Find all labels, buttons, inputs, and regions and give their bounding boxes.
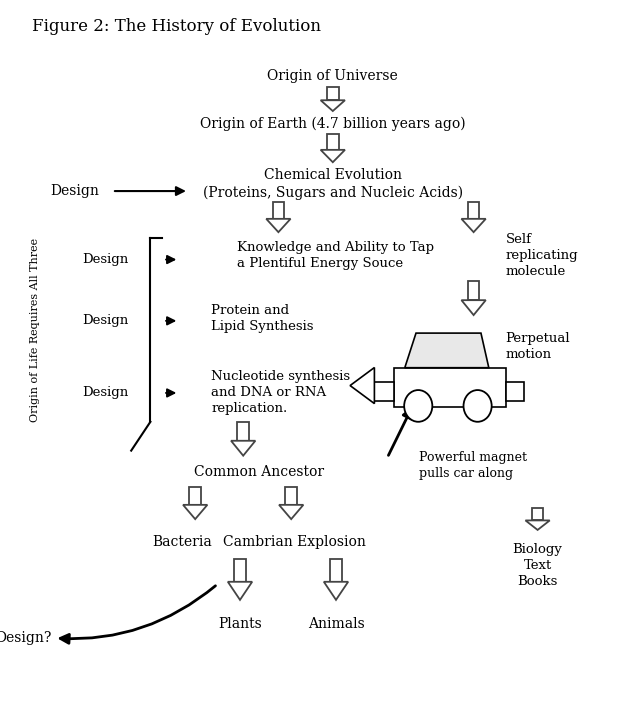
Polygon shape <box>404 333 489 368</box>
Polygon shape <box>228 582 252 600</box>
FancyBboxPatch shape <box>374 381 394 402</box>
Text: Common Ancestor: Common Ancestor <box>194 465 324 479</box>
Polygon shape <box>461 300 486 315</box>
Circle shape <box>463 390 492 422</box>
Text: Origin of Life Requires All Three: Origin of Life Requires All Three <box>30 238 40 423</box>
Text: Origin of Universe: Origin of Universe <box>268 68 398 83</box>
Polygon shape <box>327 134 339 150</box>
Text: Perpetual
motion: Perpetual motion <box>506 332 570 360</box>
Polygon shape <box>330 559 342 582</box>
Polygon shape <box>461 219 486 232</box>
Text: Design: Design <box>51 184 99 198</box>
Text: Powerful magnet
pulls car along: Powerful magnet pulls car along <box>419 451 527 479</box>
Polygon shape <box>183 505 207 519</box>
Polygon shape <box>234 559 246 582</box>
Text: Bacteria: Bacteria <box>152 535 212 549</box>
Polygon shape <box>321 100 345 111</box>
Polygon shape <box>468 202 479 219</box>
Polygon shape <box>279 505 303 519</box>
FancyBboxPatch shape <box>506 381 524 402</box>
Polygon shape <box>468 281 479 300</box>
Text: Protein and
Lipid Synthesis: Protein and Lipid Synthesis <box>211 304 314 333</box>
Text: Origin of Earth (4.7 billion years ago): Origin of Earth (4.7 billion years ago) <box>200 117 466 131</box>
Polygon shape <box>532 508 543 521</box>
Text: Design?: Design? <box>0 631 51 645</box>
Text: Nucleotide synthesis
and DNA or RNA
replication.: Nucleotide synthesis and DNA or RNA repl… <box>211 371 350 415</box>
Text: Figure 2: The History of Evolution: Figure 2: The History of Evolution <box>32 18 321 35</box>
Polygon shape <box>525 521 550 530</box>
Polygon shape <box>231 441 255 456</box>
FancyBboxPatch shape <box>394 368 506 407</box>
Text: Animals: Animals <box>308 616 364 631</box>
Text: Plants: Plants <box>218 616 262 631</box>
Text: Knowledge and Ability to Tap
a Plentiful Energy Souce: Knowledge and Ability to Tap a Plentiful… <box>237 242 434 270</box>
Polygon shape <box>273 202 284 219</box>
Polygon shape <box>350 368 374 404</box>
Text: Biology
Text
Books: Biology Text Books <box>513 544 563 588</box>
Text: Self
replicating
molecule: Self replicating molecule <box>506 234 578 278</box>
Text: Chemical Evolution
(Proteins, Sugars and Nucleic Acids): Chemical Evolution (Proteins, Sugars and… <box>203 168 463 200</box>
Text: Cambrian Explosion: Cambrian Explosion <box>223 535 366 549</box>
Circle shape <box>404 390 433 422</box>
Text: Design: Design <box>82 253 128 266</box>
Polygon shape <box>468 363 479 376</box>
Polygon shape <box>324 582 348 600</box>
Polygon shape <box>189 487 201 505</box>
Text: Design: Design <box>82 314 128 327</box>
Polygon shape <box>237 422 249 441</box>
Polygon shape <box>327 87 339 100</box>
Polygon shape <box>266 219 291 232</box>
Polygon shape <box>285 487 297 505</box>
Polygon shape <box>321 150 345 162</box>
Polygon shape <box>461 376 486 386</box>
Text: Design: Design <box>82 386 128 399</box>
